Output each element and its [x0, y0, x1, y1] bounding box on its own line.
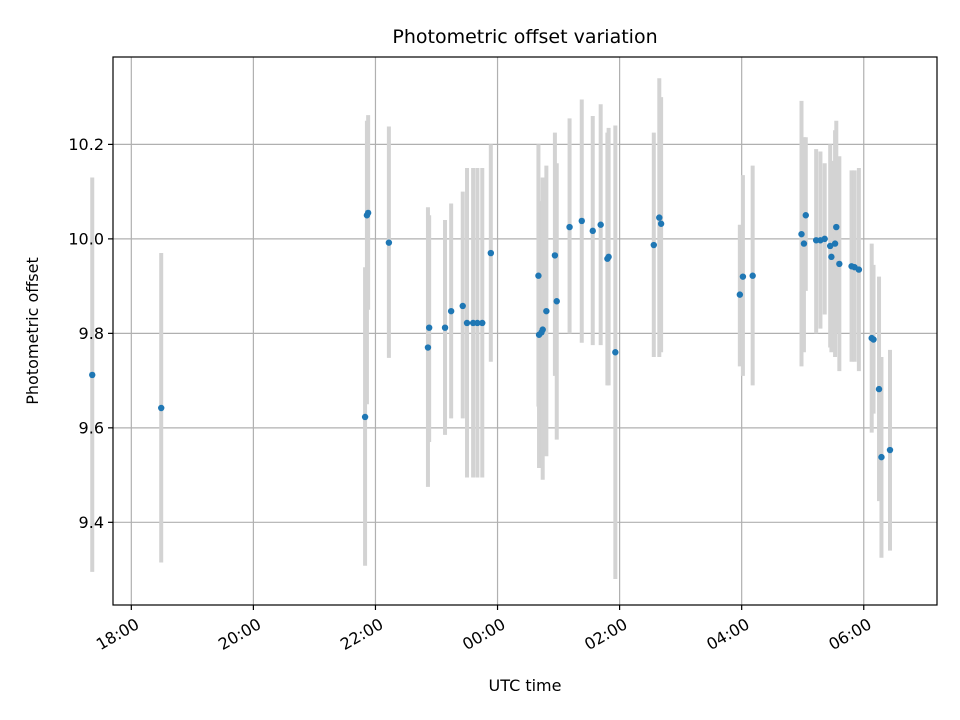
data-points [89, 209, 894, 461]
data-point [553, 298, 560, 305]
data-point [441, 324, 449, 331]
data-point [875, 385, 883, 393]
data-point [739, 273, 747, 280]
data-point [424, 344, 432, 351]
data-point [447, 307, 455, 315]
data-point [605, 253, 612, 261]
data-point [802, 212, 809, 219]
y-tick-label: 10.0 [68, 229, 104, 248]
data-point [385, 239, 393, 246]
y-axis-label: Photometric offset [23, 257, 42, 405]
data-point [597, 221, 604, 228]
data-point [539, 326, 546, 333]
data-point [364, 209, 372, 217]
data-point [535, 272, 542, 279]
data-point [612, 349, 619, 356]
data-point [459, 302, 466, 310]
axes-frame [112, 56, 938, 606]
data-point [89, 371, 96, 379]
data-point [798, 230, 805, 238]
data-point [831, 240, 839, 247]
data-point [828, 253, 835, 261]
data-point [463, 319, 471, 327]
data-point [566, 223, 573, 231]
data-point [836, 260, 843, 268]
data-point [878, 453, 885, 461]
data-point [425, 324, 433, 331]
data-point [479, 319, 486, 327]
y-tick-label: 9.8 [79, 324, 104, 343]
data-point [158, 404, 165, 412]
data-point [551, 252, 559, 259]
y-tick-label: 10.2 [68, 135, 104, 154]
data-point [833, 223, 840, 231]
data-point [589, 227, 596, 235]
x-axis-label: UTC time [489, 676, 562, 695]
data-point [656, 214, 663, 221]
chart-title: Photometric offset variation [392, 26, 657, 48]
data-point [543, 307, 550, 315]
data-point [578, 217, 585, 225]
data-point [870, 336, 877, 343]
data-point [821, 235, 828, 243]
data-point [749, 272, 756, 279]
data-point [886, 446, 894, 454]
data-point [361, 413, 369, 421]
data-point [487, 249, 495, 257]
y-axis-ticks: 9.4 9.6 9.8 10.0 10.2 [68, 135, 113, 532]
data-point [736, 291, 744, 298]
data-point [855, 266, 863, 273]
data-point [650, 241, 657, 249]
data-point [800, 240, 808, 247]
data-point [826, 242, 834, 250]
data-point [474, 319, 481, 327]
data-point [657, 220, 665, 227]
y-tick-label: 9.4 [79, 513, 104, 532]
y-tick-label: 9.6 [79, 418, 104, 437]
